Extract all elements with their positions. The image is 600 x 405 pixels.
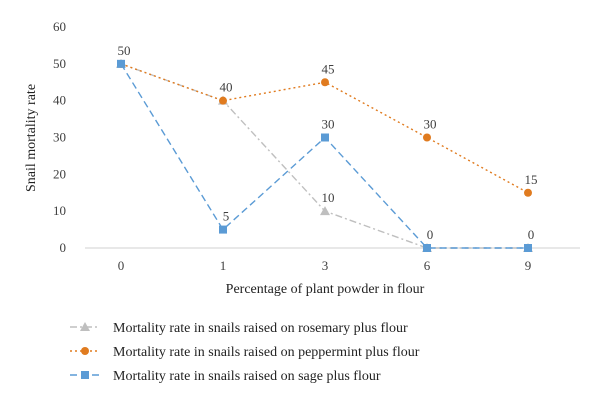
y-tick-label: 40 xyxy=(53,93,66,108)
legend-label: Mortality rate in snails raised on rosem… xyxy=(113,321,408,336)
legend-label: Mortality rate in snails raised on sage … xyxy=(113,369,381,384)
series-triangle xyxy=(116,58,533,252)
y-tick-label: 30 xyxy=(53,130,66,145)
legend-swatch-marker xyxy=(80,322,90,331)
x-tick-label: 0 xyxy=(118,258,125,273)
data-point xyxy=(321,133,329,142)
series-line xyxy=(120,63,529,194)
series-layer xyxy=(116,58,533,252)
y-tick-label: 50 xyxy=(53,56,66,71)
data-point xyxy=(423,133,431,142)
data-label: 45 xyxy=(322,61,335,76)
x-tick-label: 9 xyxy=(525,258,532,273)
legend-swatch-marker xyxy=(81,347,89,355)
x-axis: 0 1 3 6 9 xyxy=(85,247,580,273)
data-label: 5 xyxy=(223,209,230,224)
legend-item: Mortality rate in snails raised on rosem… xyxy=(70,321,408,336)
data-point xyxy=(219,96,227,105)
data-label: 50 xyxy=(118,43,131,58)
data-point xyxy=(219,225,227,234)
data-point xyxy=(524,188,532,197)
data-point xyxy=(117,59,125,68)
x-axis-title: Percentage of plant powder in flour xyxy=(226,282,425,297)
x-tick-label: 3 xyxy=(322,258,329,273)
series-line xyxy=(120,63,528,249)
data-point xyxy=(321,78,329,87)
x-tick-label: 6 xyxy=(424,258,431,273)
data-point xyxy=(320,206,330,216)
data-label: 10 xyxy=(322,190,335,205)
series-square xyxy=(117,59,532,252)
data-label: 0 xyxy=(427,227,434,242)
data-label: 40 xyxy=(220,80,233,95)
y-tick-label: 10 xyxy=(53,203,66,218)
data-label: 15 xyxy=(525,172,538,187)
series-line xyxy=(120,63,528,249)
y-tick-label: 60 xyxy=(53,19,66,34)
legend-label: Mortality rate in snails raised on peppe… xyxy=(113,345,420,360)
data-label: 30 xyxy=(424,117,437,132)
x-tick-label: 1 xyxy=(220,258,227,273)
y-tick-label: 0 xyxy=(60,240,67,255)
data-label: 0 xyxy=(528,227,535,242)
data-point xyxy=(423,244,431,252)
legend-item: Mortality rate in snails raised on sage … xyxy=(70,369,381,384)
y-axis: 0 10 20 30 40 50 60 xyxy=(53,19,66,255)
data-point xyxy=(524,244,532,252)
legend-item: Mortality rate in snails raised on peppe… xyxy=(70,345,420,360)
data-labels: 10 50 40 45 30 15 5 30 0 0 xyxy=(118,43,538,242)
y-axis-title: Snail mortality rate xyxy=(24,84,39,192)
y-tick-label: 20 xyxy=(53,166,66,181)
legend-swatch-marker xyxy=(81,371,89,379)
data-label: 30 xyxy=(322,117,335,132)
legend: Mortality rate in snails raised on rosem… xyxy=(70,321,420,384)
